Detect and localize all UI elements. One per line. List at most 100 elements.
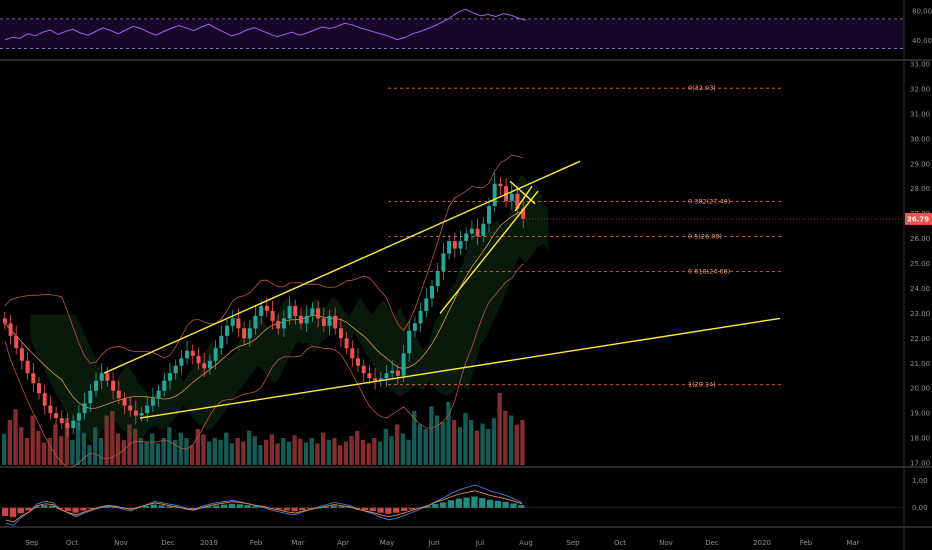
rsi-pane[interactable]: 80.00 40.00 bbox=[0, 7, 932, 49]
macd-histogram-bar bbox=[447, 500, 455, 508]
candle-body bbox=[230, 318, 235, 326]
macd-histogram-bar bbox=[2, 507, 9, 516]
candle-body bbox=[412, 323, 417, 331]
volume-bar bbox=[133, 429, 138, 465]
volume-bar bbox=[64, 418, 69, 465]
volume-bar bbox=[446, 402, 451, 465]
volume-bar bbox=[155, 443, 161, 465]
candle-body bbox=[373, 378, 378, 381]
time-tick: Jul bbox=[475, 539, 485, 547]
time-tick: Mar bbox=[846, 539, 859, 547]
candle-body bbox=[287, 305, 292, 319]
candle-body bbox=[407, 330, 412, 354]
volume-bar bbox=[440, 421, 445, 465]
macd-histogram-bar bbox=[510, 503, 517, 508]
macd-histogram-bar bbox=[408, 507, 415, 510]
time-tick: Feb bbox=[250, 539, 263, 547]
macd-histogram-bar bbox=[518, 505, 525, 508]
volume-bar bbox=[377, 441, 383, 465]
candle-body bbox=[71, 420, 76, 429]
price-tick: 20.00 bbox=[910, 385, 930, 393]
time-tick: Mar bbox=[291, 539, 304, 547]
time-tick: Dec bbox=[161, 539, 175, 547]
macd-histogram-bar bbox=[41, 505, 48, 508]
candle-body bbox=[441, 253, 446, 271]
bollinger-lower bbox=[4, 263, 524, 468]
volume-bar bbox=[144, 441, 149, 465]
candle-body bbox=[25, 360, 30, 374]
candle-body bbox=[145, 405, 150, 414]
candle-body bbox=[259, 305, 264, 316]
volume-bar bbox=[275, 443, 280, 465]
candle-body bbox=[105, 373, 110, 381]
candle-body bbox=[14, 335, 19, 349]
volume-bar bbox=[138, 438, 143, 465]
candle-body bbox=[150, 398, 155, 406]
rising-wedge-support bbox=[439, 190, 539, 314]
macd-histogram-bar bbox=[393, 507, 400, 513]
macd-histogram-bar bbox=[103, 506, 110, 508]
moving-average bbox=[4, 210, 524, 409]
candle-body bbox=[179, 358, 184, 366]
candle-body bbox=[356, 358, 360, 366]
volume-bar bbox=[286, 441, 292, 465]
candle-body bbox=[498, 183, 503, 187]
price-tick: 29.00 bbox=[910, 160, 930, 168]
last-price-label: 26.79 bbox=[907, 215, 929, 223]
macd-pane[interactable]: 1.00 0.00 bbox=[0, 477, 928, 526]
bollinger-upper bbox=[4, 154, 524, 364]
macd-histogram-bar bbox=[72, 507, 79, 513]
candle-body bbox=[481, 223, 486, 237]
price-pane[interactable]: 33.0032.0031.0030.0029.0028.0027.0026.00… bbox=[0, 59, 932, 468]
time-tick: Feb bbox=[800, 539, 813, 547]
price-tick: 23.00 bbox=[910, 310, 930, 318]
volume-bar bbox=[491, 418, 497, 465]
macd-histogram-bar bbox=[127, 507, 134, 509]
macd-histogram-bar bbox=[166, 506, 173, 508]
volume-bar bbox=[520, 420, 525, 465]
macd-histogram-bar bbox=[17, 507, 24, 514]
volume-bar bbox=[412, 411, 417, 465]
volume-bar bbox=[93, 427, 98, 465]
candle-body bbox=[48, 405, 53, 414]
macd-histogram-bar bbox=[275, 507, 282, 510]
volume-bar bbox=[258, 445, 263, 465]
volume-bar bbox=[172, 439, 178, 465]
fib-level-label: 0(32.03) bbox=[688, 84, 716, 92]
candle-body bbox=[430, 285, 434, 299]
volume-bar bbox=[184, 438, 189, 465]
macd-histogram-bar bbox=[33, 506, 40, 508]
rsi-line bbox=[4, 8, 527, 41]
volume-bar bbox=[463, 412, 468, 465]
volume-bar bbox=[423, 429, 428, 465]
time-tick: 2019 bbox=[200, 539, 218, 547]
candle-body bbox=[133, 410, 138, 416]
volume-bar bbox=[303, 442, 309, 465]
candle-body bbox=[452, 241, 457, 249]
volume-bar bbox=[338, 445, 343, 465]
macd-histogram-bar bbox=[463, 497, 470, 508]
candle-body bbox=[367, 373, 372, 379]
macd-histogram-bar bbox=[346, 507, 353, 508]
candle-body bbox=[42, 393, 47, 406]
volume-bar bbox=[13, 409, 18, 465]
macd-histogram-bar bbox=[330, 505, 337, 508]
macd-histogram-bar bbox=[252, 506, 259, 508]
macd-tick: 0.00 bbox=[912, 504, 928, 512]
candle-body bbox=[299, 315, 303, 324]
macd-histogram-bar bbox=[486, 499, 494, 508]
candle-body bbox=[173, 365, 178, 374]
macd-histogram-bar bbox=[213, 505, 220, 508]
candle-body bbox=[128, 405, 133, 411]
candle-body bbox=[350, 348, 355, 359]
volume-bar bbox=[355, 430, 360, 465]
price-tick: 28.00 bbox=[910, 185, 930, 193]
time-tick: Oct bbox=[66, 539, 78, 547]
macd-histogram-bar bbox=[338, 506, 345, 508]
macd-histogram-bar bbox=[9, 507, 17, 518]
macd-histogram-bar bbox=[189, 507, 196, 510]
candle-body bbox=[418, 310, 423, 324]
volume-bar bbox=[452, 420, 457, 465]
